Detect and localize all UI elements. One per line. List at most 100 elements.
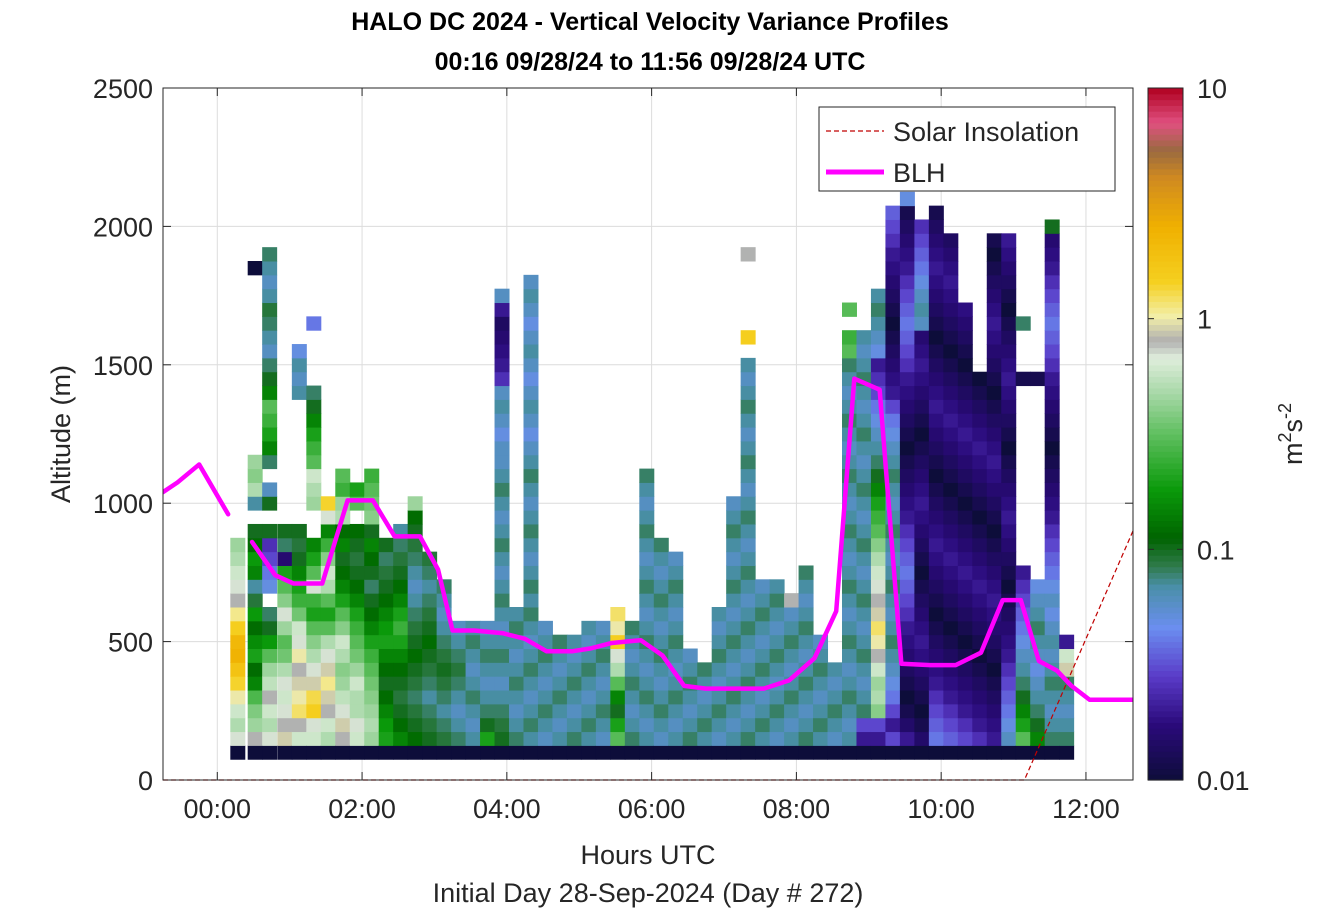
heatmap-cell	[870, 717, 886, 733]
heatmap-cell	[1001, 440, 1017, 456]
heatmap-cell	[581, 634, 597, 650]
heatmap-cell	[523, 537, 539, 553]
blh-line	[160, 462, 231, 517]
heatmap-cell	[957, 620, 973, 636]
heatmap-cell	[494, 482, 510, 497]
heatmap-cell	[798, 634, 814, 650]
heatmap-cell	[943, 357, 959, 373]
heatmap-cell	[407, 620, 423, 636]
heatmap-cell	[639, 510, 655, 525]
heatmap-cell	[247, 690, 263, 705]
heatmap-cell	[682, 690, 698, 705]
heatmap-cell	[407, 662, 423, 677]
heatmap-cell	[870, 634, 886, 650]
heatmap-cell	[1001, 468, 1017, 483]
heatmap-cell	[769, 690, 785, 705]
heatmap-cell	[1001, 690, 1017, 705]
heatmap-cell	[972, 690, 988, 705]
heatmap-cell	[856, 468, 872, 483]
heatmap-cell	[885, 233, 901, 248]
heatmap-cell	[972, 593, 988, 608]
heatmap-cell	[335, 731, 351, 746]
heatmap-cell	[726, 496, 742, 511]
heatmap-cell	[494, 634, 510, 650]
heatmap-cell	[740, 745, 756, 760]
heatmap-cell	[914, 233, 930, 248]
colorbar-segment	[1148, 330, 1183, 337]
heatmap-cell	[885, 703, 901, 719]
heatmap-cell	[1059, 703, 1075, 719]
heatmap-cell	[899, 371, 915, 387]
heatmap-cell	[480, 703, 496, 719]
heatmap-cell	[610, 731, 626, 746]
heatmap-cell	[972, 427, 988, 442]
heatmap-cell	[407, 703, 423, 719]
heatmap-cell	[436, 745, 452, 760]
colorbar-segment	[1148, 289, 1183, 297]
heatmap-cell	[856, 565, 872, 580]
heatmap-cell	[306, 385, 322, 400]
heatmap-cell	[856, 537, 872, 553]
heatmap-cell	[885, 468, 901, 483]
heatmap-cell	[277, 551, 293, 566]
colorbar-segment	[1148, 503, 1183, 510]
heatmap-cell	[509, 676, 524, 691]
heatmap-cell	[957, 399, 973, 414]
heatmap-cell	[914, 482, 930, 497]
heatmap-cell	[726, 662, 742, 677]
heatmap-cell	[914, 302, 930, 317]
heatmap-cell	[870, 371, 886, 387]
heatmap-cell	[740, 468, 756, 483]
heatmap-cell	[668, 593, 684, 608]
heatmap-cell	[928, 440, 944, 456]
heatmap-cell	[943, 454, 959, 470]
heatmap-cell	[1001, 247, 1017, 262]
heatmap-cell	[740, 510, 756, 525]
heatmap-cell	[247, 454, 263, 470]
heatmap-cell	[986, 676, 1002, 691]
heatmap-cell	[480, 648, 496, 663]
heatmap-cell	[364, 648, 380, 663]
heatmap-cell	[914, 385, 930, 400]
heatmap-cell	[422, 565, 438, 580]
heatmap-cell	[1044, 233, 1060, 248]
colorbar-segment	[1148, 434, 1183, 441]
colorbar-segment	[1148, 93, 1183, 101]
heatmap-cell	[523, 579, 539, 594]
colorbar-segment	[1148, 653, 1183, 660]
heatmap-cell	[393, 607, 409, 622]
heatmap-cell	[1044, 385, 1060, 400]
heatmap-cell	[624, 703, 640, 719]
heatmap-cell	[957, 413, 973, 428]
heatmap-cell	[856, 440, 872, 456]
heatmap-cell	[581, 690, 597, 705]
heatmap-cell	[320, 593, 336, 608]
heatmap-cell	[899, 648, 915, 663]
colorbar-segment	[1148, 716, 1183, 723]
heatmap-cell	[957, 676, 973, 691]
heatmap-cell	[928, 247, 944, 262]
heatmap-cell	[610, 648, 626, 663]
heatmap-cell	[653, 537, 669, 553]
heatmap-cell	[1015, 662, 1031, 677]
heatmap-cell	[451, 634, 467, 650]
heatmap-cell	[899, 344, 915, 359]
heatmap-cell	[870, 454, 886, 470]
colorbar-segment	[1148, 162, 1183, 170]
heatmap-cell	[581, 731, 597, 746]
heatmap-cell	[306, 731, 322, 746]
heatmap-cell	[899, 191, 915, 207]
heatmap-cell	[335, 676, 351, 691]
heatmap-cell	[407, 496, 423, 511]
colorbar-label-part: 2	[1275, 433, 1295, 443]
colorbar-tick-label: 0.01	[1197, 766, 1250, 796]
heatmap-cell	[624, 717, 640, 733]
heatmap-cell	[769, 745, 785, 760]
chart-subtitle: 00:16 09/28/24 to 11:56 09/28/24 UTC	[434, 48, 866, 76]
heatmap-cell	[711, 731, 727, 746]
heatmap-cell	[523, 468, 539, 483]
heatmap-cell	[1044, 690, 1060, 705]
heatmap-cell	[986, 288, 1002, 304]
heatmap-cell	[769, 607, 785, 622]
heatmap-cell	[523, 454, 539, 470]
